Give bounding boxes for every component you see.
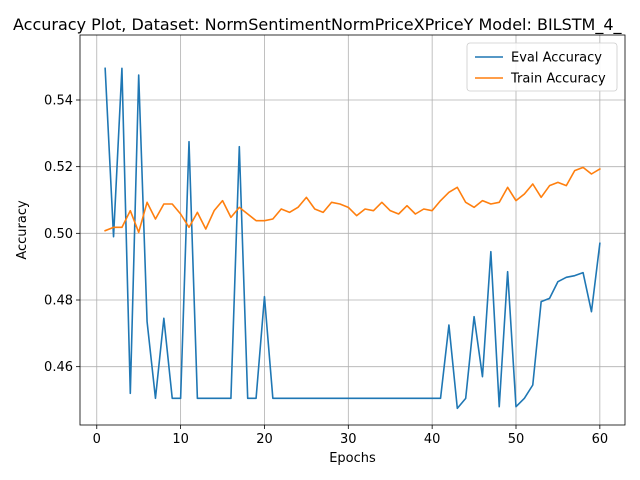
- plot-frame: [79, 34, 626, 426]
- y-tick-label: 0.54: [44, 94, 73, 109]
- x-tick-label: 50: [508, 432, 525, 447]
- x-tick-label: 10: [172, 432, 189, 447]
- legend-label: Eval Accuracy: [511, 51, 602, 66]
- series-line-eval-accuracy: [104, 67, 601, 410]
- ticks: 0 10 20 30 40 50 60 0.46 0.48 0.50 0.52 0.54: [44, 94, 608, 448]
- legend-label: Train Accuracy: [510, 72, 606, 87]
- x-tick-label: 20: [256, 432, 273, 447]
- y-tick-label: 0.46: [44, 360, 73, 375]
- x-tick-label: 60: [592, 432, 609, 447]
- series-layer: [104, 67, 601, 410]
- series-line-train-accuracy: [104, 166, 601, 234]
- legend: Eval Accuracy Train Accuracy: [466, 42, 618, 92]
- x-axis-label: Epochs: [329, 451, 376, 466]
- y-tick-label: 0.50: [44, 227, 73, 242]
- x-tick-label: 30: [340, 432, 357, 447]
- x-tick-label: 0: [93, 432, 101, 447]
- y-axis-label: Accuracy: [15, 200, 30, 260]
- x-tick-label: 40: [424, 432, 441, 447]
- chart-title: Accuracy Plot, Dataset: NormSentimentNor…: [13, 15, 623, 35]
- legend-box: [466, 42, 618, 92]
- y-tick-label: 0.52: [44, 160, 73, 175]
- y-tick-label: 0.48: [44, 294, 73, 309]
- grid: [80, 35, 625, 425]
